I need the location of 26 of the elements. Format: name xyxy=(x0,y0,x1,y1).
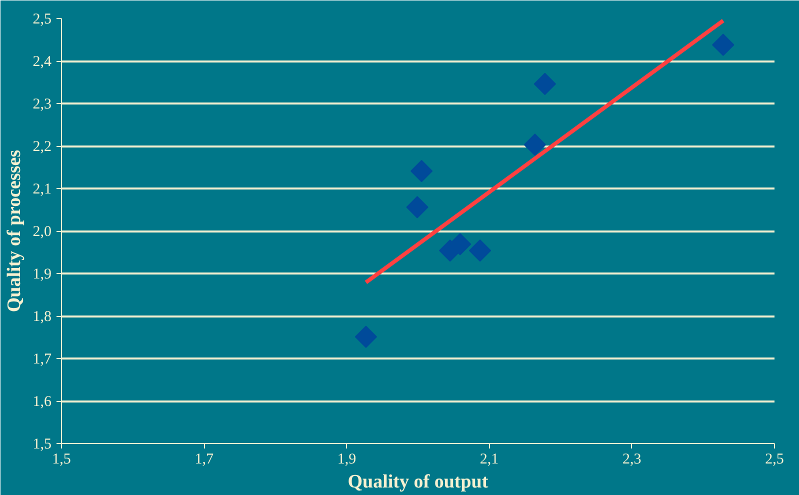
point xyxy=(410,160,433,182)
y-tick-label: 1,9 xyxy=(32,266,52,282)
point xyxy=(712,34,734,56)
point xyxy=(468,239,492,262)
point xyxy=(354,326,378,348)
y-tick-label: 2,3 xyxy=(32,96,52,112)
x-tick-label: 2,5 xyxy=(765,452,784,468)
point xyxy=(406,196,428,218)
y-axis-title: Quality of processes xyxy=(4,150,25,312)
x-tick-label: 1,5 xyxy=(52,452,71,468)
y-tick-label: 1,8 xyxy=(32,309,52,325)
point xyxy=(524,134,546,156)
y-tick-label: 1,6 xyxy=(32,394,52,410)
y-tick-label: 1,7 xyxy=(32,352,52,368)
x-tick-label: 1,7 xyxy=(194,452,214,468)
y-tick-label: 2,1 xyxy=(32,182,52,198)
y-tick-label: 2,0 xyxy=(32,224,52,240)
x-tick-label: 2,1 xyxy=(480,452,499,468)
x-axis-title: Quality of output xyxy=(348,472,489,492)
y-tick-label: 2,2 xyxy=(32,139,52,155)
x-tick-label: 2,3 xyxy=(622,452,642,468)
x-tick-label: 1,9 xyxy=(337,452,356,468)
y-tick-label: 2,5 xyxy=(32,12,52,28)
y-tick-label: 1,5 xyxy=(32,436,52,452)
y-tick-label: 2,4 xyxy=(32,54,52,70)
point xyxy=(534,72,556,96)
